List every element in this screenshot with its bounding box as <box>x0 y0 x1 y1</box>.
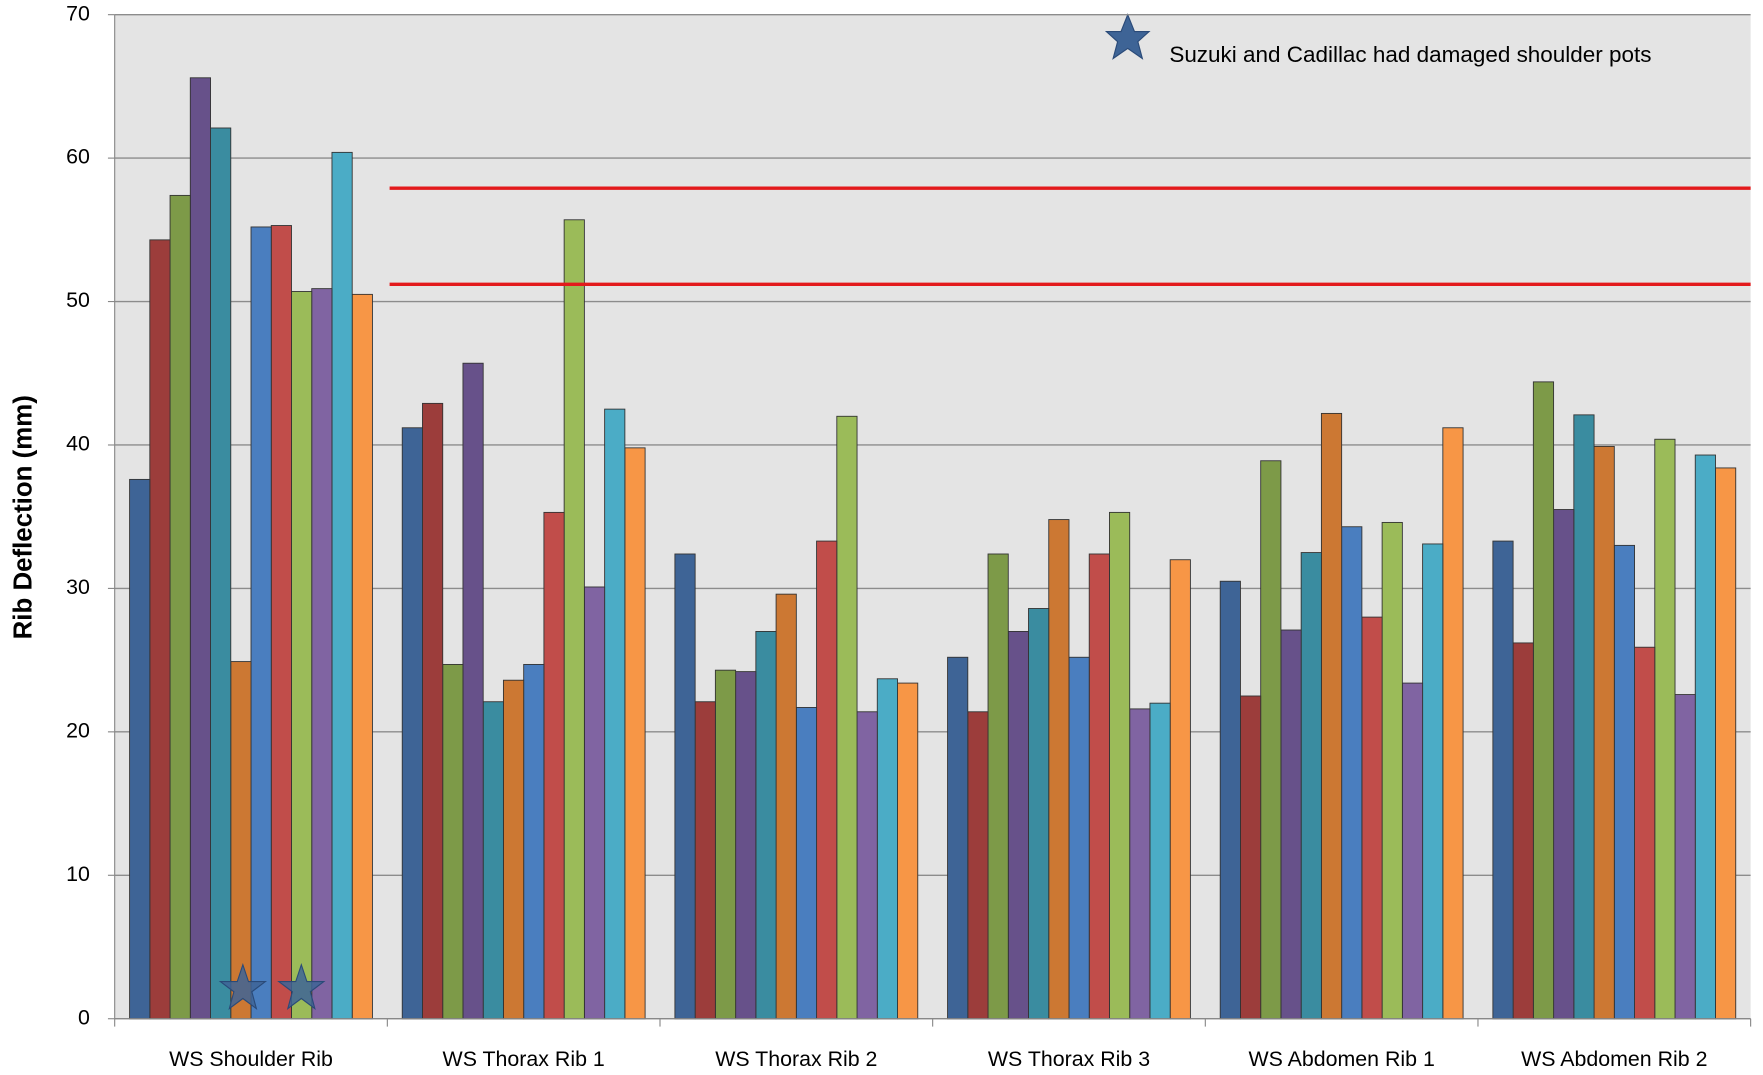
bar <box>189 77 211 1020</box>
bar <box>1361 616 1383 1020</box>
bar <box>1341 526 1363 1020</box>
bar <box>674 553 696 1020</box>
bar <box>1088 553 1110 1020</box>
bar <box>270 225 292 1020</box>
y-tick-label: 0 <box>78 1005 90 1029</box>
y-tick-label: 10 <box>66 862 90 886</box>
bar <box>1007 630 1029 1020</box>
bar <box>1169 559 1191 1020</box>
bar <box>876 678 898 1020</box>
bar <box>897 682 919 1020</box>
y-tick-label: 30 <box>66 575 90 599</box>
x-tick-label: WS Shoulder Rib <box>169 1047 333 1071</box>
y-tick-label: 50 <box>66 288 90 312</box>
damaged-marker <box>218 962 268 1011</box>
annotation-star <box>1104 13 1151 60</box>
bar <box>230 661 252 1020</box>
bar <box>1553 509 1575 1020</box>
bar <box>795 707 818 1020</box>
bar <box>1048 519 1070 1020</box>
bar <box>331 151 353 1020</box>
y-tick-label: 20 <box>66 718 90 742</box>
bar <box>1280 629 1302 1020</box>
bar <box>987 553 1009 1020</box>
x-tick-label: WS Abdomen Rib 2 <box>1521 1047 1707 1071</box>
bar <box>583 586 606 1020</box>
bar <box>422 402 444 1020</box>
bar <box>1512 642 1534 1020</box>
bar <box>1674 694 1696 1020</box>
bar <box>482 701 504 1020</box>
bar <box>129 478 151 1020</box>
bar <box>1694 454 1716 1020</box>
bar <box>563 219 585 1020</box>
y-axis-label: Rib Deflection (mm) <box>10 395 38 639</box>
bar <box>1068 656 1090 1020</box>
bar <box>1401 682 1424 1020</box>
bar <box>856 711 878 1020</box>
x-tick-label: WS Abdomen Rib 1 <box>1248 1047 1434 1071</box>
bar <box>1129 708 1151 1020</box>
bar <box>947 656 969 1020</box>
y-tick-label: 40 <box>66 432 90 456</box>
bar <box>311 288 333 1020</box>
bar <box>1613 544 1635 1020</box>
bar <box>1593 445 1615 1020</box>
bar <box>543 511 565 1020</box>
bar <box>1492 540 1514 1020</box>
bar <box>735 671 757 1020</box>
y-tick-label: 70 <box>66 1 90 25</box>
x-tick-label: WS Thorax Rib 3 <box>988 1047 1150 1071</box>
bar <box>694 701 716 1020</box>
bar <box>1654 438 1676 1020</box>
bar <box>401 427 423 1020</box>
damaged-marker <box>277 962 326 1011</box>
bar <box>1442 427 1464 1020</box>
bar <box>714 669 737 1020</box>
bar <box>149 239 171 1020</box>
bar <box>502 679 525 1020</box>
bar <box>210 127 232 1020</box>
x-tick-label: WS Thorax Rib 1 <box>443 1047 605 1071</box>
bar <box>1219 580 1241 1020</box>
bar <box>755 630 777 1020</box>
bar <box>169 194 191 1020</box>
bar <box>1240 695 1262 1020</box>
bar <box>1573 414 1595 1020</box>
bar <box>1634 646 1656 1020</box>
bar <box>1028 608 1050 1020</box>
bar <box>604 408 626 1020</box>
bar <box>351 293 373 1020</box>
bar <box>836 415 858 1020</box>
bar <box>1532 381 1555 1020</box>
bar <box>1320 412 1343 1020</box>
bar <box>1109 511 1131 1020</box>
bar <box>462 362 484 1020</box>
bar <box>816 540 838 1020</box>
bar <box>1300 552 1322 1020</box>
bar <box>1260 460 1282 1020</box>
bar <box>967 711 989 1020</box>
bar <box>775 593 797 1020</box>
bar <box>624 447 646 1020</box>
x-tick-label: WS Thorax Rib 2 <box>715 1047 877 1071</box>
annotation: Suzuki and Cadillac had damaged shoulder… <box>1169 42 1651 67</box>
bar <box>1381 521 1403 1020</box>
bar <box>523 663 545 1020</box>
bar <box>1149 702 1171 1020</box>
bar <box>291 291 313 1020</box>
bar <box>1422 543 1444 1020</box>
plot-area <box>114 14 1751 1019</box>
bar <box>1715 467 1737 1020</box>
bar <box>250 226 272 1020</box>
y-tick-label: 60 <box>66 145 90 169</box>
bar <box>442 663 464 1020</box>
